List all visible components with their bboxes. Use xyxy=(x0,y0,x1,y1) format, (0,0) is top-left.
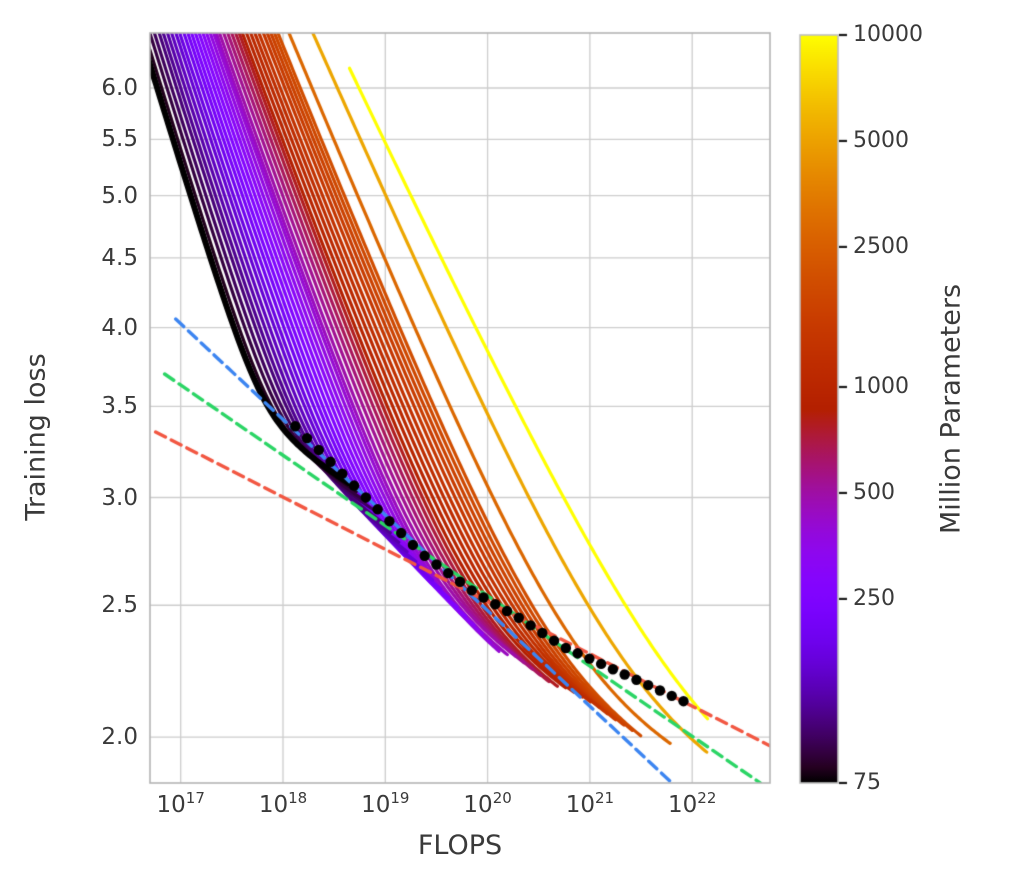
y-tick-label: 2.0 xyxy=(101,724,138,751)
x-tick-label: 1021 xyxy=(565,789,615,818)
colorbar-tick-label: 10000 xyxy=(853,22,923,47)
y-tick-label: 5.0 xyxy=(101,182,138,209)
y-tick-label: 2.5 xyxy=(101,592,138,619)
x-tick-label: 1017 xyxy=(156,789,205,818)
y-tick-label: 5.5 xyxy=(101,126,138,153)
colorbar-tick-label: 5000 xyxy=(853,127,909,153)
colorbar-tick-label: 1000 xyxy=(853,374,909,399)
colorbar-tick-label: 500 xyxy=(853,479,895,505)
y-tick-label: 3.5 xyxy=(101,393,138,420)
y-tick-label: 3.0 xyxy=(101,484,138,511)
x-tick-label: 1022 xyxy=(668,789,717,818)
x-tick-label: 1020 xyxy=(463,789,512,818)
y-tick-label: 4.5 xyxy=(101,244,138,271)
y-tick-label: 6.0 xyxy=(101,74,138,101)
y-axis-title: Training loss xyxy=(20,353,52,521)
colorbar-tick-label: 2500 xyxy=(853,233,909,259)
x-axis-title: FLOPS xyxy=(417,830,503,861)
x-tick-label: 1018 xyxy=(258,789,308,818)
x-tick-label: 1019 xyxy=(361,789,410,818)
y-tick-label: 4.0 xyxy=(101,314,138,341)
colorbar-title: Million Parameters xyxy=(935,283,967,535)
colorbar-tick-label: 75 xyxy=(853,769,881,795)
colorbar-tick-label: 250 xyxy=(853,585,895,611)
